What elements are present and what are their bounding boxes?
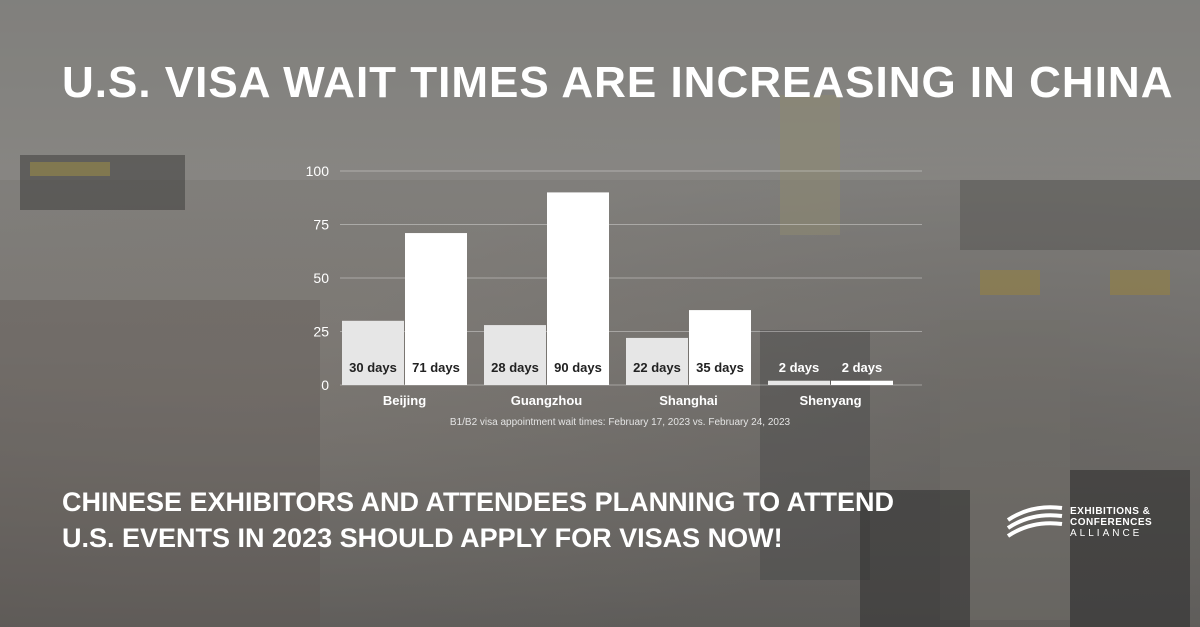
- subtitle-line-2: U.S. EVENTS IN 2023 SHOULD APPLY FOR VIS…: [62, 523, 783, 553]
- bar: [626, 337, 688, 385]
- bar-data-label: 71 days: [412, 360, 460, 375]
- bar-data-label: 2 days: [779, 360, 819, 375]
- bar-data-label: 28 days: [491, 360, 539, 375]
- eca-logo: EXHIBITIONS & CONFERENCES ALLIANCE: [1004, 498, 1184, 548]
- page-title: U.S. VISA WAIT TIMES ARE INCREASING IN C…: [62, 58, 1174, 107]
- bar: [768, 380, 830, 385]
- bar: [342, 320, 404, 385]
- bar-data-label: 30 days: [349, 360, 397, 375]
- y-tick-label: 75: [313, 217, 329, 233]
- bar-data-label: 2 days: [842, 360, 882, 375]
- logo-waves-icon: [1006, 505, 1063, 538]
- x-tick-label: Beijing: [383, 393, 426, 408]
- y-tick-label: 50: [313, 270, 329, 286]
- y-tick-label: 0: [321, 377, 329, 393]
- bar: [484, 325, 546, 385]
- bar: [405, 233, 467, 385]
- logo-line-1: EXHIBITIONS &: [1070, 506, 1151, 517]
- logo-text: EXHIBITIONS & CONFERENCES ALLIANCE: [1070, 506, 1152, 539]
- logo-line-3: ALLIANCE: [1070, 528, 1143, 539]
- subtitle: CHINESE EXHIBITORS AND ATTENDEES PLANNIN…: [62, 484, 982, 556]
- x-tick-label: Shanghai: [659, 393, 718, 408]
- bar-data-label: 90 days: [554, 360, 602, 375]
- bar: [547, 192, 609, 385]
- bar-data-label: 35 days: [696, 360, 744, 375]
- x-tick-label: Shenyang: [799, 393, 861, 408]
- bar: [831, 380, 893, 385]
- y-tick-label: 25: [313, 324, 329, 340]
- y-tick-label: 100: [306, 163, 330, 179]
- bar-data-label: 22 days: [633, 360, 681, 375]
- x-tick-label: Guangzhou: [511, 393, 583, 408]
- bar: [689, 310, 751, 385]
- chart-caption: B1/B2 visa appointment wait times: Febru…: [449, 417, 791, 428]
- subtitle-line-1: CHINESE EXHIBITORS AND ATTENDEES PLANNIN…: [62, 487, 895, 517]
- logo-line-2: CONFERENCES: [1070, 517, 1153, 528]
